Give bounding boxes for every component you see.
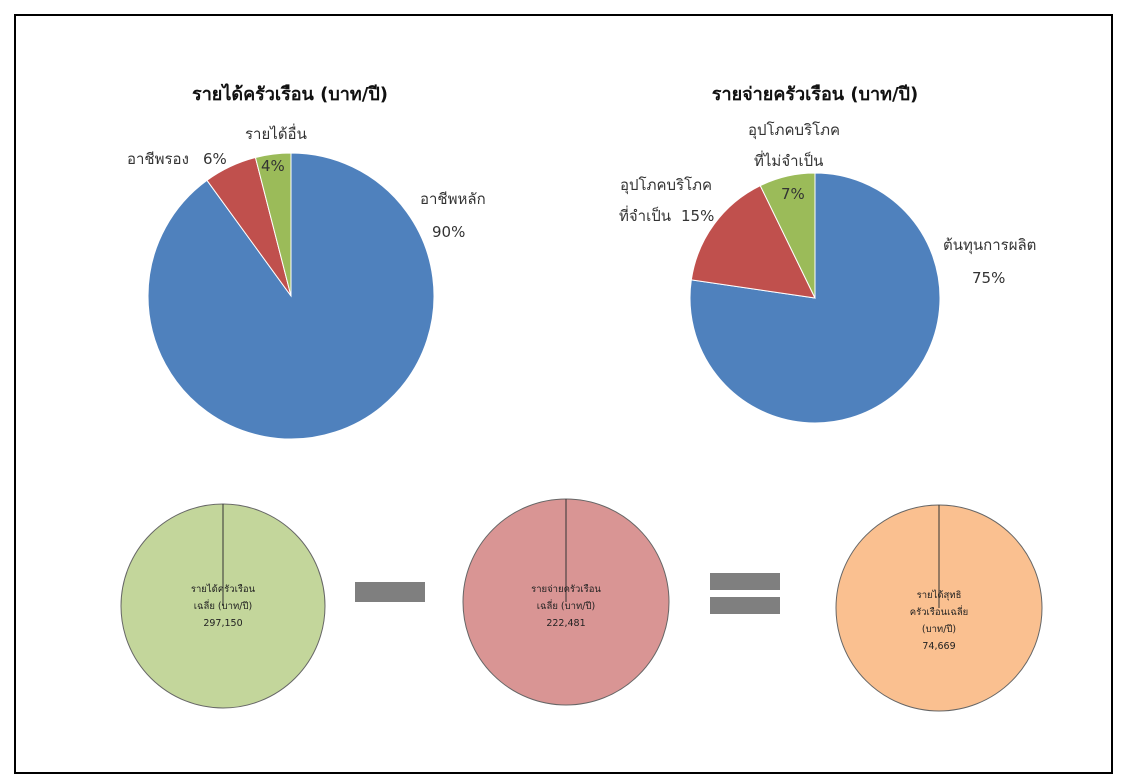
income-slice-main-name: อาชีพหลัก (420, 190, 486, 208)
equation-row: รายได้ครัวเรือน เฉลี่ย (บาท/ปี) 297,150 … (120, 498, 1043, 712)
expense-average-circle: รายจ่ายครัวเรือน เฉลี่ย (บาท/ปี) 222,481 (462, 498, 670, 706)
net-income-line2: ครัวเรือนเฉลี่ย (910, 605, 968, 618)
expense-slice-unnecessary-name-line2: ที่ไม่จำเป็น (754, 150, 823, 170)
expense-slice-necessary-name-line2: ที่จำเป็น (619, 205, 671, 225)
expense-slice-necessary (690, 184, 816, 299)
income-average-line1: รายได้ครัวเรือน (191, 583, 256, 595)
equals-sign-bottom-bar (710, 597, 780, 614)
income-slice-other-value: 4% (261, 157, 285, 175)
expense-slice-production-value: 75% (972, 269, 1005, 287)
net-income-value: 74,669 (922, 641, 955, 652)
net-income-circle: รายได้สุทธิ ครัวเรือนเฉลี่ย (บาท/ปี) 74,… (835, 504, 1043, 712)
equals-sign-top-bar (710, 573, 780, 590)
net-income-line1: รายได้สุทธิ (917, 589, 962, 601)
expense-slice-production (689, 172, 941, 424)
expense-slice-production-name: ต้นทุนการผลิต (943, 236, 1036, 255)
net-income-line3: (บาท/ปี) (922, 623, 956, 635)
expense-pie-chart: รายจ่ายครัวเรือน (บาท/ปี) ต้นทุนการผลิต … (619, 84, 1036, 424)
expense-slice-unnecessary-name-line1: อุปโภคบริโภค (748, 121, 840, 140)
income-slice-main-value: 90% (432, 223, 465, 241)
expense-slice-unnecessary-value: 7% (781, 185, 805, 203)
expense-slice-unnecessary (759, 172, 816, 299)
income-slice-secondary-value: 6% (203, 150, 227, 168)
expense-pie-title: รายจ่ายครัวเรือน (บาท/ปี) (712, 84, 918, 105)
income-pie-title: รายได้ครัวเรือน (บาท/ปี) (192, 83, 388, 105)
expense-average-value: 222,481 (546, 618, 585, 629)
expense-average-line2: เฉลี่ย (บาท/ปี) (537, 599, 595, 612)
income-average-line2: เฉลี่ย (บาท/ปี) (194, 599, 252, 612)
minus-sign (355, 582, 425, 602)
income-pie-chart: รายได้ครัวเรือน (บาท/ปี) อาชีพหลัก 90% อ… (127, 83, 486, 440)
expense-slice-necessary-name-line1: อุปโภคบริโภค (620, 176, 712, 195)
income-average-value: 297,150 (203, 618, 242, 629)
expense-slice-necessary-value: 15% (681, 207, 714, 225)
income-slice-other (254, 152, 292, 297)
income-slice-secondary-name: อาชีพรอง (127, 150, 189, 168)
expense-average-line1: รายจ่ายครัวเรือน (531, 584, 601, 595)
income-slice-other-name: รายได้อื่น (245, 123, 307, 143)
income-average-circle: รายได้ครัวเรือน เฉลี่ย (บาท/ปี) 297,150 (120, 503, 326, 709)
